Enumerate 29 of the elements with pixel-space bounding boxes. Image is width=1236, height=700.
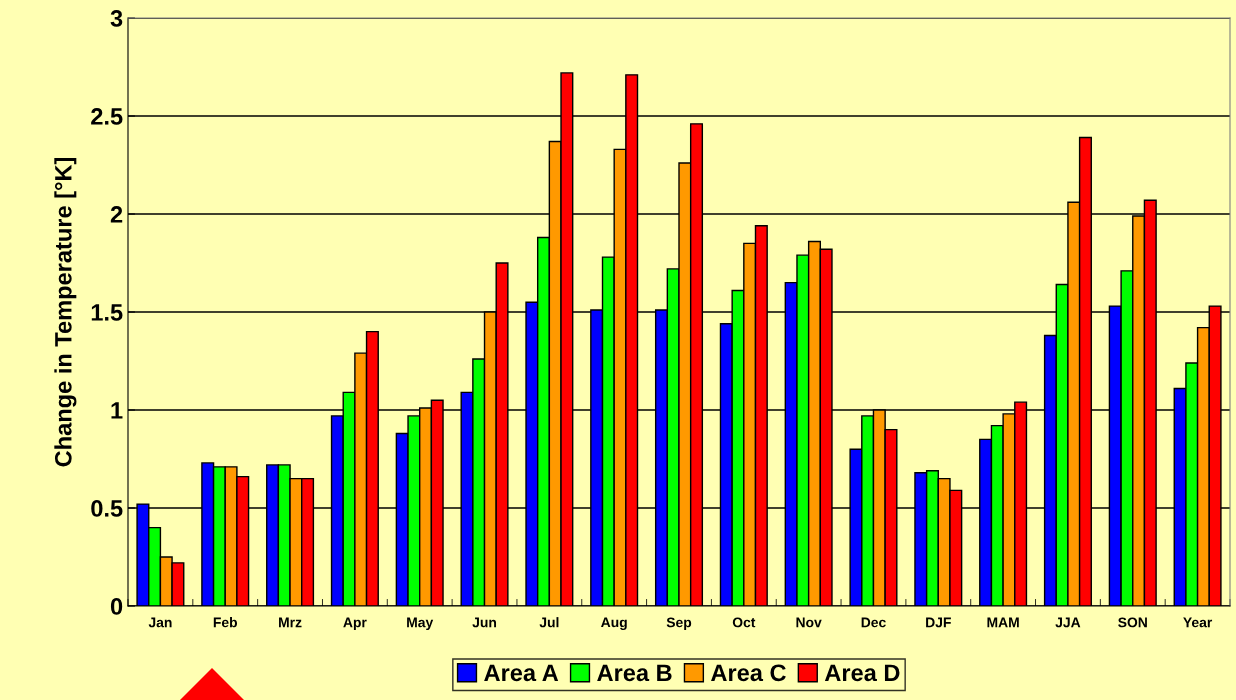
y-tick-label: 1.5 [91, 304, 123, 321]
x-tick-label: Sep [666, 617, 692, 631]
x-tick-label: Aug [601, 617, 627, 631]
legend-label: Area C [711, 664, 786, 682]
x-tick-label: May [407, 617, 434, 631]
legend-label: Area D [824, 664, 900, 682]
x-tick-label: Jun [472, 617, 497, 628]
x-tick-label: DJF [926, 617, 951, 628]
x-tick-label: Jul [539, 617, 559, 628]
y-tick-label: 0.5 [91, 500, 123, 517]
y-tick-label: 2.5 [91, 108, 123, 125]
x-tick-label: Nov [796, 617, 822, 628]
x-tick-label: Year [1183, 617, 1213, 628]
x-tick-label: Dec [861, 617, 886, 628]
y-axis-title: Change in Temperature [°K] [54, 157, 77, 467]
x-tick-label: Oct [732, 617, 756, 628]
x-tick-label: Jan [148, 617, 172, 628]
legend-label: Area B [597, 664, 672, 682]
y-tick-label: 2 [110, 206, 123, 223]
y-tick-label: 1 [111, 402, 123, 419]
x-tick-label: Apr [343, 617, 367, 631]
y-tick-label: 3 [110, 10, 123, 27]
legend-label: Area A [484, 664, 559, 682]
x-tick-label: SON [1118, 617, 1147, 628]
x-tick-label: JJA [1055, 617, 1081, 628]
y-tick-label: 0 [110, 598, 123, 615]
x-tick-label: MAM [987, 617, 1019, 628]
x-tick-label: Feb [213, 617, 238, 628]
x-tick-label: Mrz [279, 617, 302, 628]
